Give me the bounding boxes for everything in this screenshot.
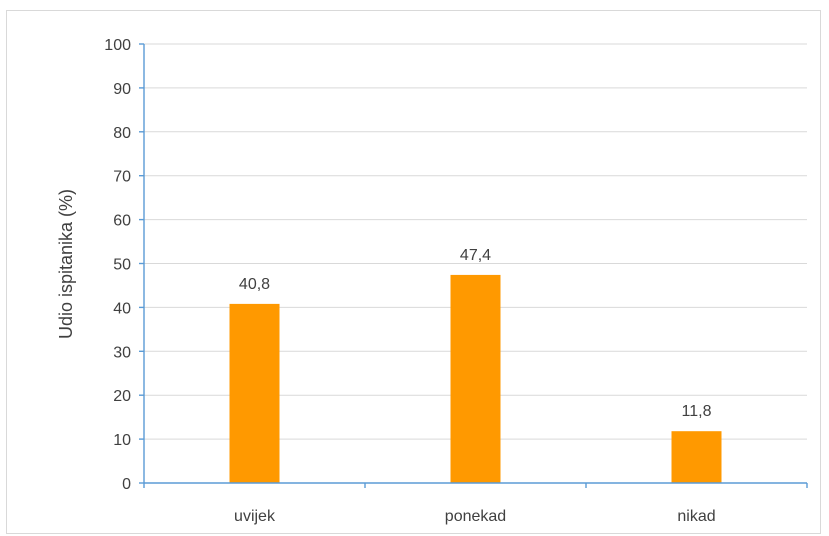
x-tick-label: nikad: [677, 508, 715, 525]
y-tick-label: 0: [122, 476, 131, 493]
y-tick-label: 20: [113, 388, 131, 405]
data-label: 11,8: [682, 403, 712, 420]
bars: [229, 274, 722, 483]
x-tick-label: uvijek: [234, 508, 276, 525]
data-label: 47,4: [460, 247, 491, 264]
x-tick-label: ponekad: [445, 508, 506, 525]
y-tick-label: 40: [113, 300, 131, 317]
y-tick-label: 10: [113, 432, 131, 449]
y-tick-label: 50: [113, 257, 131, 274]
bar-uvijek: [229, 303, 280, 483]
data-labels: 40,8 47,4 11,8: [239, 247, 712, 420]
bar-nikad: [671, 431, 722, 483]
y-tick-label: 30: [113, 344, 131, 361]
y-axis-title: Udio ispitanika (%): [56, 189, 76, 339]
y-tick-label: 70: [113, 169, 131, 186]
x-tick-labels: uvijek ponekad nikad: [234, 508, 716, 525]
y-tick-label: 80: [113, 125, 131, 142]
bar-ponekad: [450, 274, 501, 483]
y-tick-label: 90: [113, 81, 131, 98]
axes: [139, 43, 808, 488]
data-label: 40,8: [239, 276, 270, 293]
y-tick-labels: 0 10 20 30 40 50 60 70 80 90 100: [104, 37, 131, 493]
y-tick-label: 60: [113, 213, 131, 230]
y-tick-label: 100: [104, 37, 131, 54]
